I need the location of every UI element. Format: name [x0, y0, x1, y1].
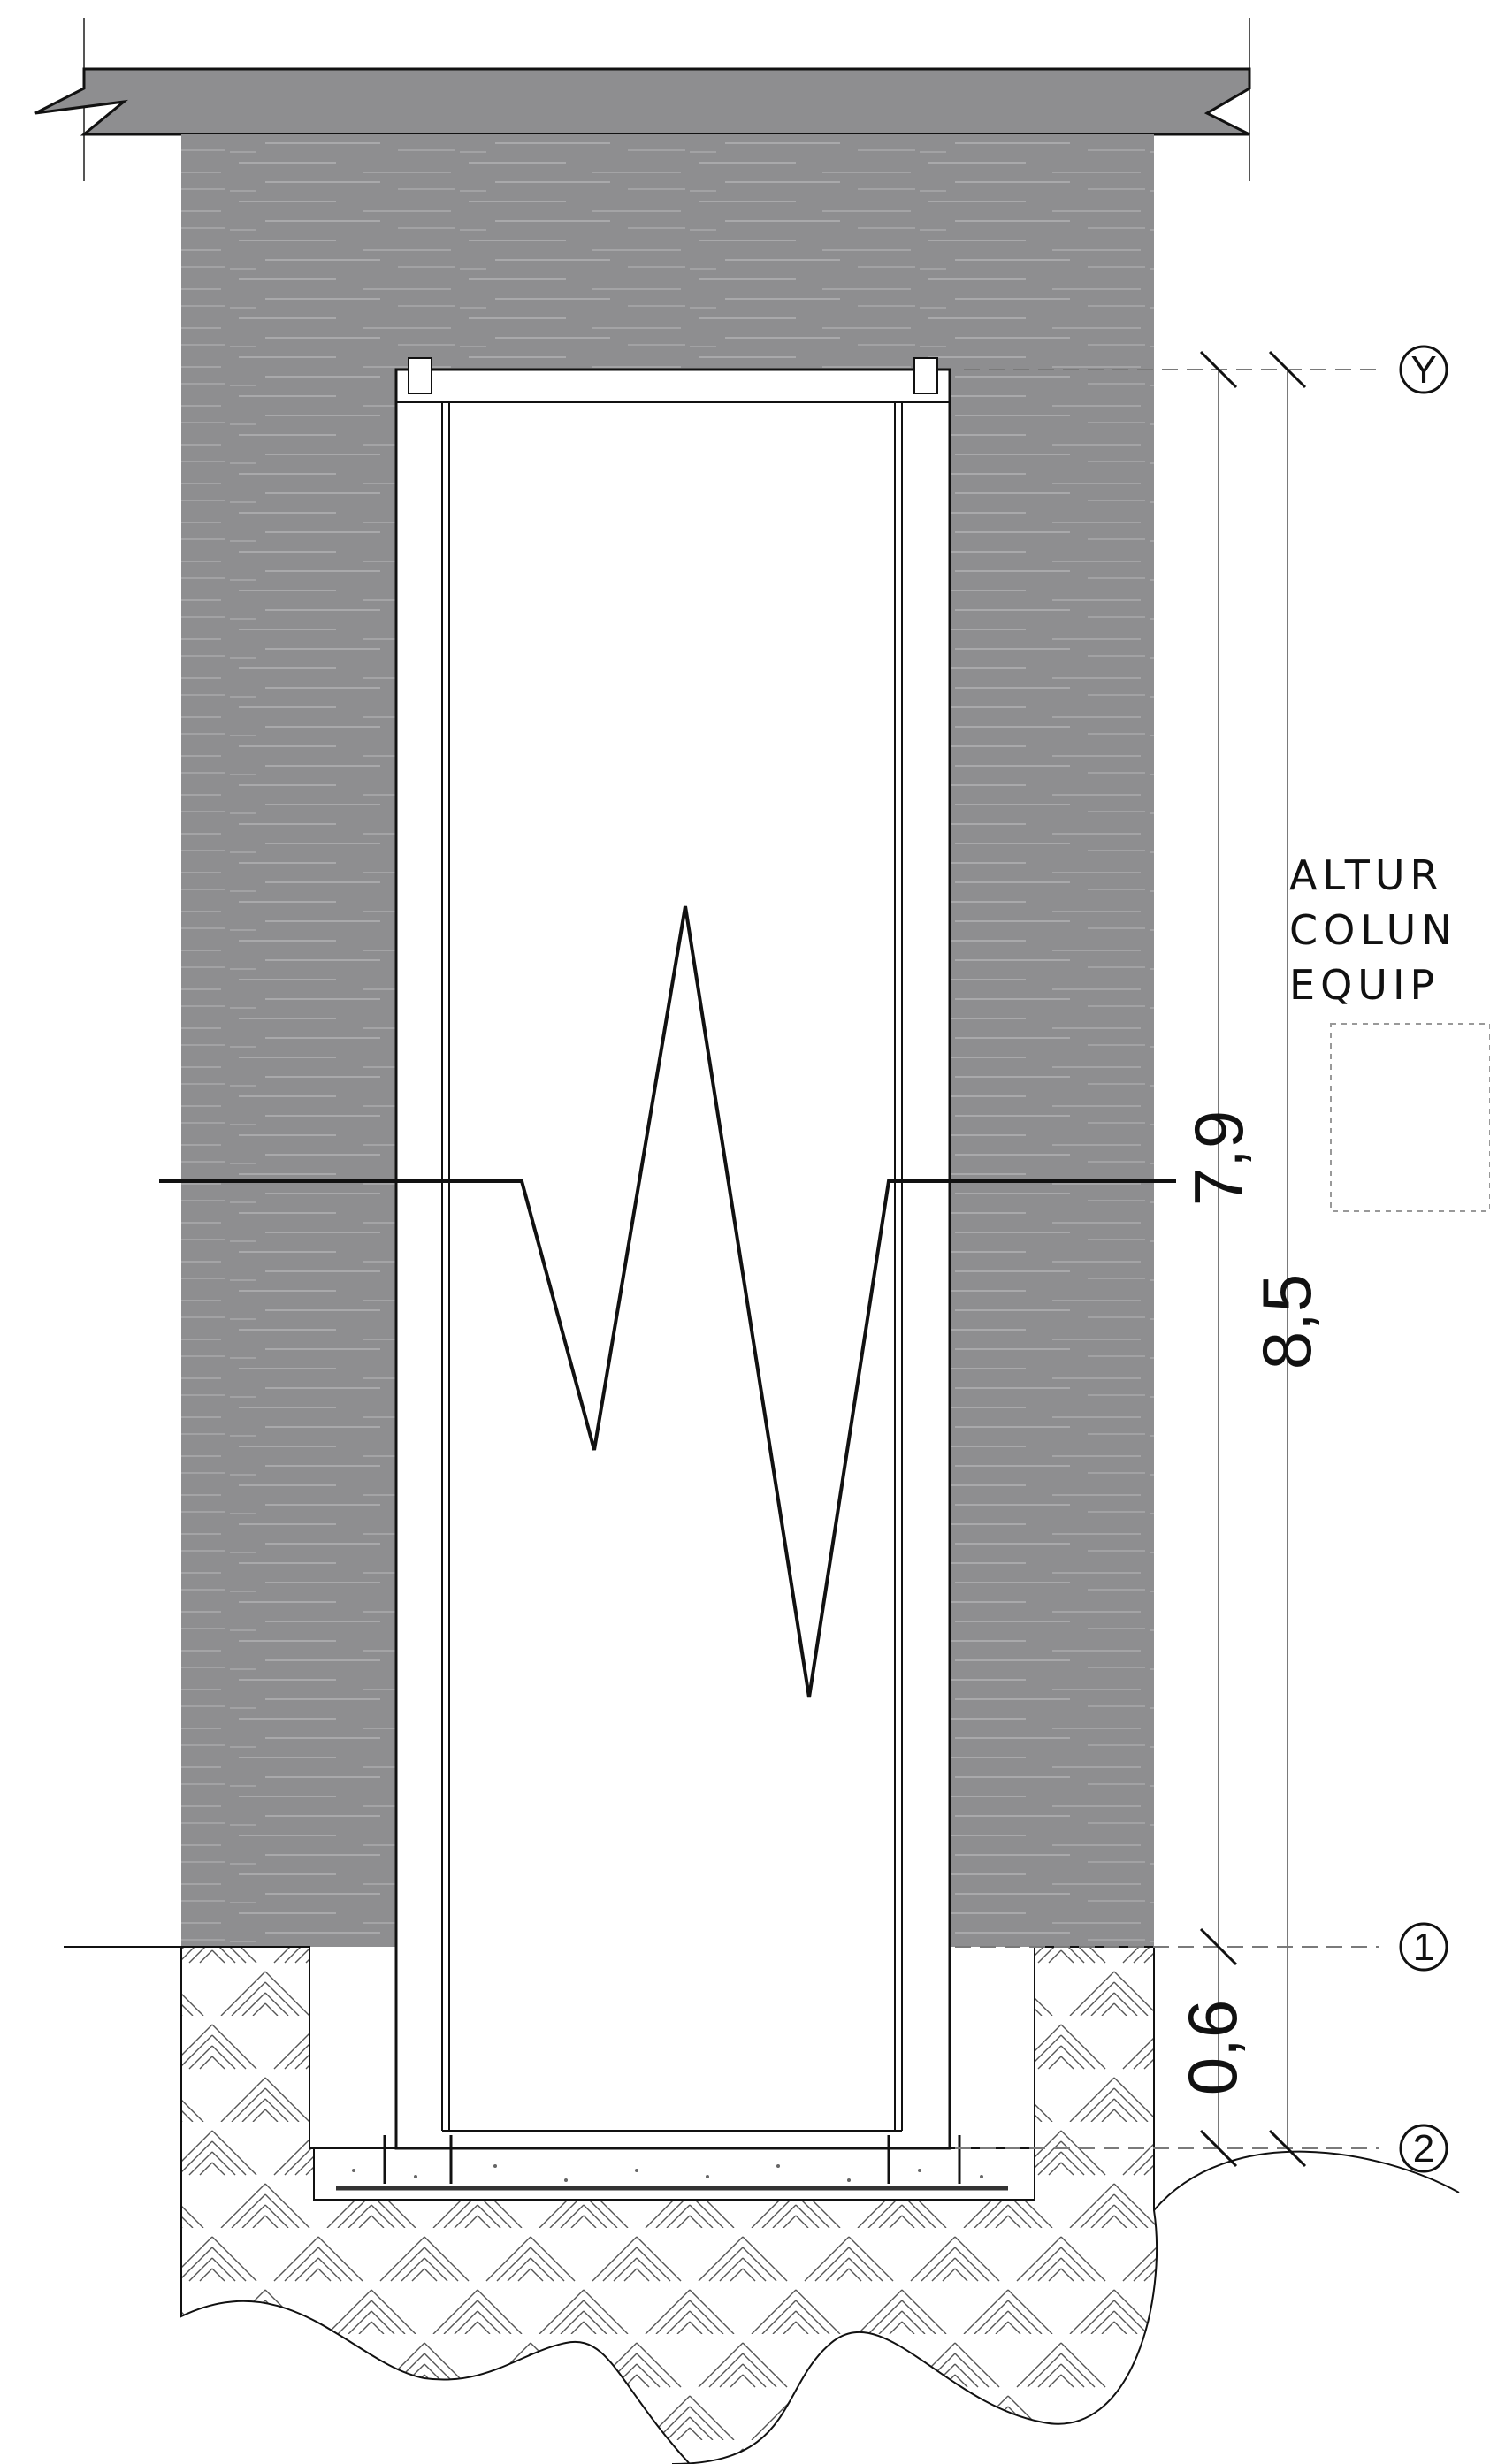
svg-text:2: 2: [1413, 2127, 1434, 2170]
dimension-inner-height: 7,9: [1180, 1110, 1257, 1206]
svg-text:COLUN: COLUN: [1289, 906, 1457, 954]
concrete-base: [313, 2147, 1035, 2201]
svg-text:Y: Y: [1410, 348, 1436, 392]
break-line: [159, 905, 1176, 1698]
svg-text:ALTUR: ALTUR: [1289, 851, 1444, 899]
level-marker-top: Y: [1399, 345, 1448, 394]
svg-text:EQUIP: EQUIP: [1289, 961, 1440, 1009]
dimension-lines: [955, 350, 1379, 2168]
level-marker-ground: 1: [1399, 1922, 1448, 1972]
soil-ground: [180, 1946, 1460, 2464]
svg-text:1: 1: [1413, 1926, 1434, 1969]
dimension-total-height: 8,5: [1248, 1274, 1326, 1369]
dimension-embed-depth: 0,6: [1173, 2000, 1251, 2095]
height-note: ALTUR COLUN EQUIP: [1289, 851, 1490, 1212]
level-marker-base: 2: [1399, 2124, 1448, 2173]
steel-column: [383, 357, 961, 2184]
